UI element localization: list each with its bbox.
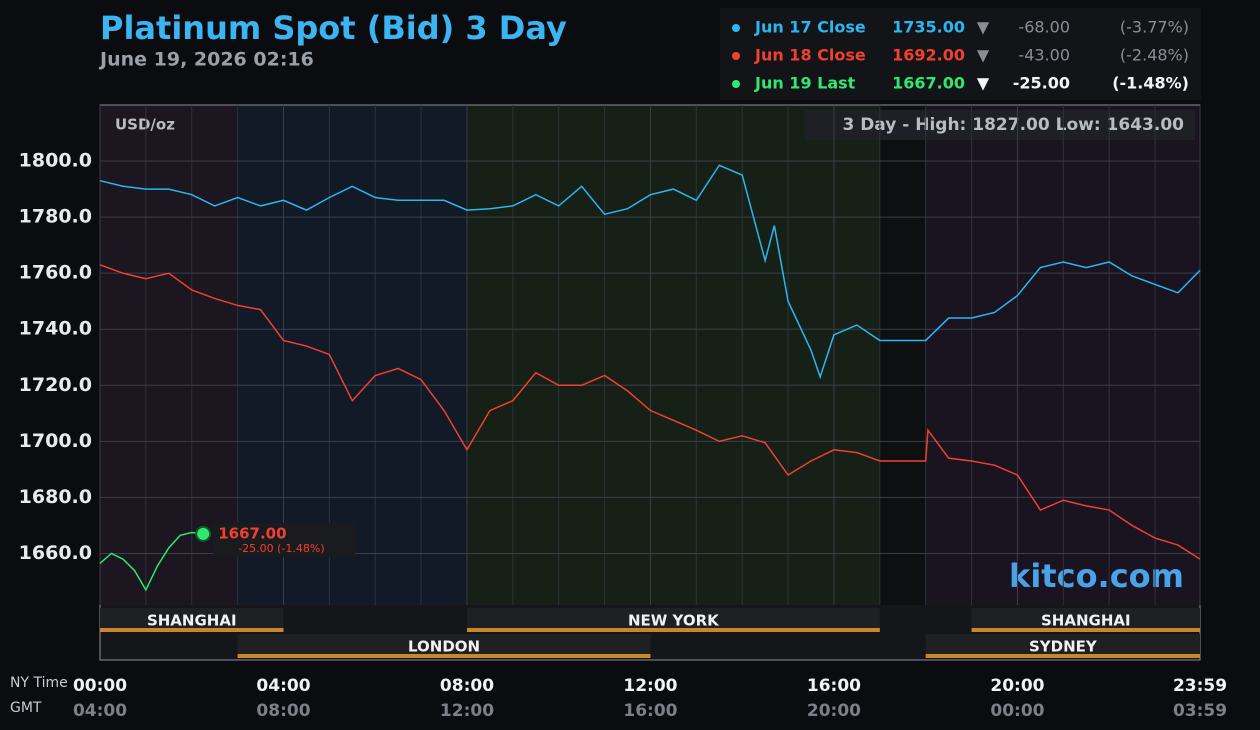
gmt-tick-label: 08:00 — [256, 701, 310, 721]
x-axis-label: NY Time — [10, 675, 68, 691]
session-label: SYDNEY — [1029, 638, 1098, 656]
session-label: LONDON — [408, 638, 480, 656]
legend-change: -43.00 — [1018, 46, 1070, 65]
line — [99, 531, 204, 592]
y-tick-label: 1660.0 — [19, 542, 92, 564]
legend-marker — [732, 80, 740, 88]
legend-marker — [732, 24, 740, 32]
legend-price: 1667.00 — [892, 74, 965, 93]
x2-axis-label: GMT — [10, 700, 42, 716]
last-point — [195, 525, 212, 542]
y-tick-label: 1740.0 — [19, 318, 92, 340]
legend-percent: (-1.48%) — [1112, 74, 1189, 93]
gmt-tick-label: 00:00 — [990, 701, 1044, 721]
y-tick-label: 1700.0 — [19, 430, 92, 452]
x-tick-label: 23:59 — [1173, 676, 1227, 696]
x-tick-label: 20:00 — [990, 676, 1044, 696]
legend-box — [720, 8, 1201, 100]
y-tick-label: 1760.0 — [19, 262, 92, 284]
y-tick-label: 1720.0 — [19, 374, 92, 396]
legend-arrow: ▼ — [977, 74, 990, 93]
session-label: NEW YORK — [628, 612, 720, 630]
y-tick-label: 1680.0 — [19, 486, 92, 508]
legend-label: Jun 18 Close — [754, 46, 866, 65]
legend-change: -68.00 — [1018, 18, 1070, 37]
session-label: SHANGHAI — [147, 612, 237, 630]
session-line — [237, 654, 651, 658]
session-line — [466, 628, 880, 632]
legend-marker — [732, 52, 740, 60]
last-label-box — [213, 522, 356, 557]
session-line — [925, 654, 1200, 658]
session-shade — [100, 105, 238, 605]
last-change-label: -25.00 (-1.48%) — [238, 542, 324, 555]
legend-price: 1735.00 — [892, 18, 965, 37]
session-shade — [879, 105, 926, 605]
legend-percent: (-3.77%) — [1120, 18, 1189, 37]
legend-label: Jun 17 Close — [754, 18, 866, 37]
legend-change: -25.00 — [1013, 74, 1070, 93]
line — [99, 264, 1201, 560]
gmt-tick-label: 20:00 — [807, 701, 861, 721]
gmt-tick-label: 04:00 — [73, 701, 127, 721]
line — [99, 164, 1201, 380]
session-line — [100, 628, 284, 632]
y-tick-label: 1800.0 — [19, 150, 92, 172]
legend-label: Jun 19 Last — [754, 74, 856, 93]
range-box — [805, 110, 1195, 140]
gmt-tick-label: 16:00 — [623, 701, 677, 721]
session-line — [971, 628, 1200, 632]
x-tick-label: 00:00 — [73, 676, 127, 696]
units-label: USD/oz — [115, 116, 175, 134]
x-tick-label: 12:00 — [623, 676, 677, 696]
chart-title: Platinum Spot (Bid) 3 Day — [100, 9, 567, 47]
y-tick-label: 1780.0 — [19, 206, 92, 228]
session-label: SHANGHAI — [1041, 612, 1131, 630]
chart-subtitle: June 19, 2026 02:16 — [98, 49, 314, 71]
x-tick-label: 16:00 — [807, 676, 861, 696]
session-shade — [237, 105, 467, 605]
watermark: kitco.com — [1009, 557, 1184, 595]
legend-price: 1692.00 — [892, 46, 965, 65]
legend-arrow: ▼ — [977, 46, 990, 65]
gmt-tick-label: 12:00 — [440, 701, 494, 721]
range-note: 3 Day - High: 1827.00 Low: 1643.00 — [842, 115, 1184, 135]
session-shade — [466, 105, 880, 605]
last-label: 1667.00 — [218, 524, 286, 542]
x-tick-label: 08:00 — [440, 676, 494, 696]
gmt-tick-label: 03:59 — [1173, 701, 1227, 721]
x-tick-label: 04:00 — [256, 676, 310, 696]
legend-arrow: ▼ — [977, 18, 990, 37]
legend-percent: (-2.48%) — [1120, 46, 1189, 65]
